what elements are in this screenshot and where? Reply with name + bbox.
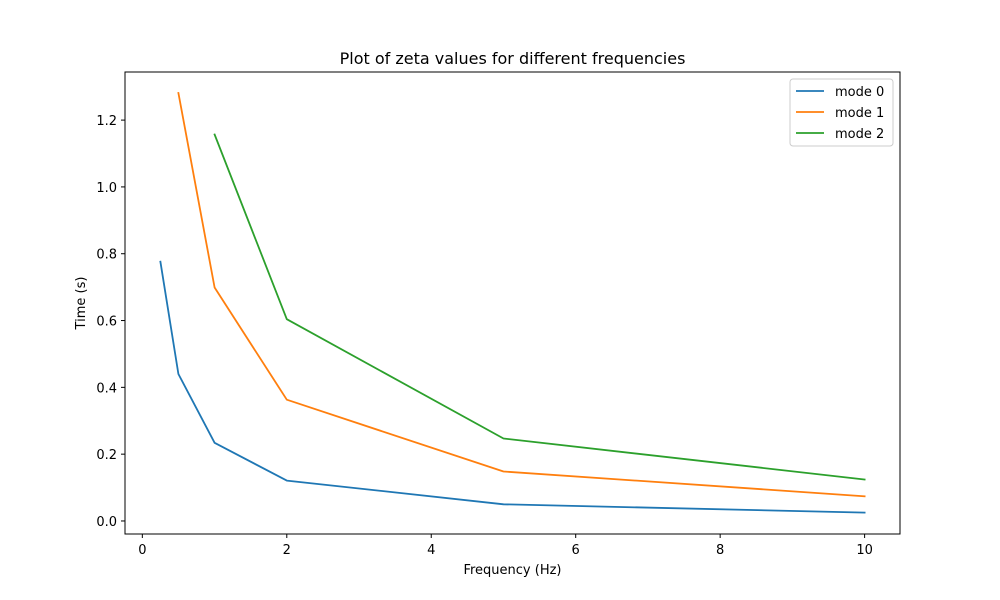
chart-title: Plot of zeta values for different freque… [340, 49, 686, 68]
series-line-2 [213, 133, 866, 481]
plot-area [159, 91, 866, 514]
x-tick-label: 10 [856, 543, 873, 558]
series-line-0 [159, 260, 866, 514]
x-tick-label: 2 [283, 543, 291, 558]
x-tick-label: 4 [427, 543, 435, 558]
legend-label: mode 0 [835, 85, 884, 100]
y-tick-label: 1.0 [96, 181, 117, 196]
x-tick-label: 8 [716, 543, 724, 558]
y-tick-label: 0.4 [96, 381, 117, 396]
x-tick-label: 0 [138, 543, 146, 558]
legend-box [789, 78, 894, 147]
legend-label: mode 1 [835, 106, 884, 121]
y-tick-label: 0.8 [96, 248, 117, 263]
y-tick-label: 0.6 [96, 315, 117, 330]
y-axis-label: Time (s) [74, 277, 89, 331]
x-tick-label: 6 [572, 543, 580, 558]
axis-ticks: 0 2 4 6 8 10 0.0 0.2 0.4 0.6 0.8 1.0 1.2 [96, 114, 873, 558]
legend: mode 0 mode 1 mode 2 [789, 78, 894, 147]
y-tick-label: 1.2 [96, 114, 117, 129]
x-axis-label: Frequency (Hz) [463, 563, 561, 578]
y-tick-label: 0.0 [96, 515, 117, 530]
y-tick-label: 0.2 [96, 448, 117, 463]
plot-frame [124, 71, 901, 535]
legend-label: mode 2 [835, 127, 884, 142]
series-line-1 [177, 91, 866, 498]
